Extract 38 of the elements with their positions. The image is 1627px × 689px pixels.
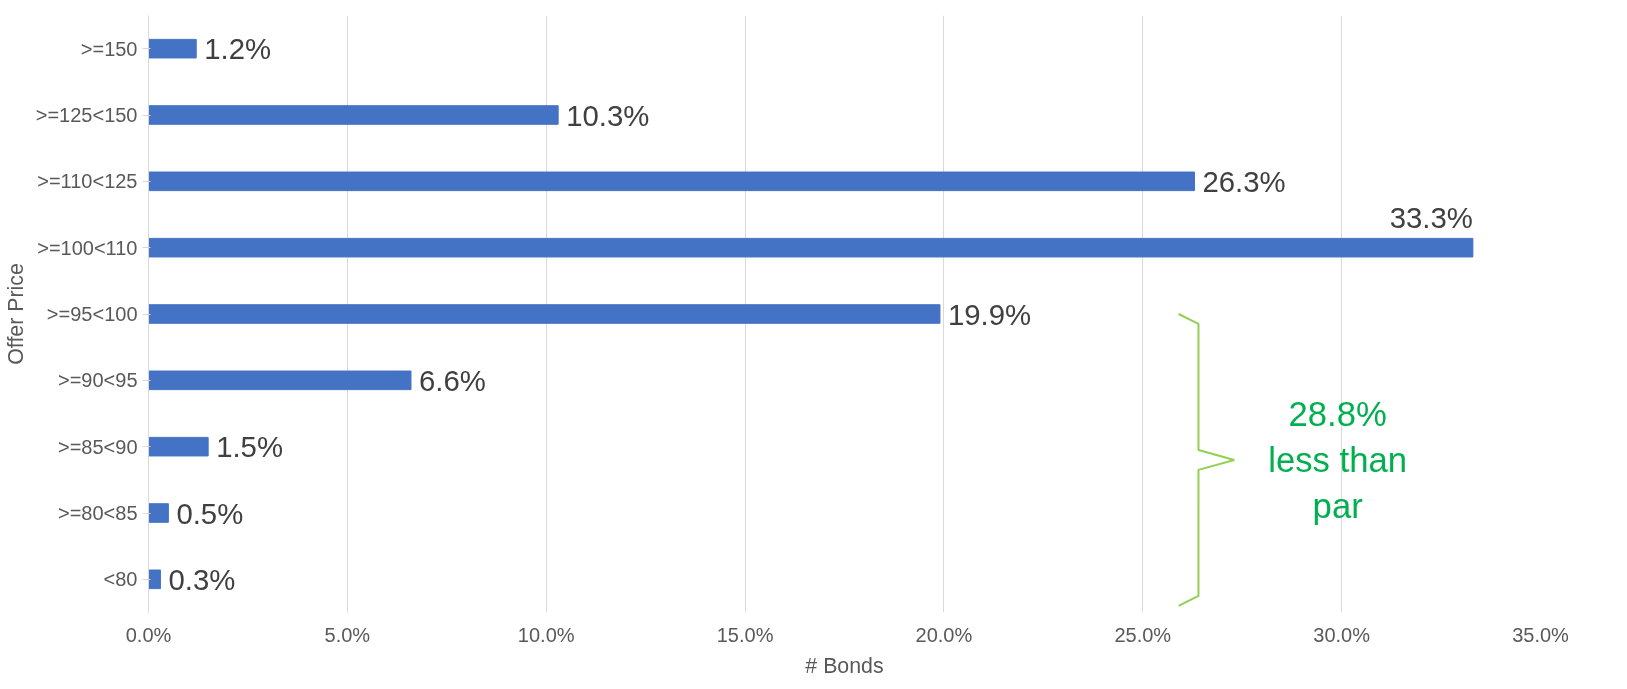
bar bbox=[148, 105, 559, 125]
x-tick-label: 10.0% bbox=[517, 623, 575, 646]
data-label: 33.3% bbox=[1389, 200, 1473, 234]
x-axis-title: # Bonds bbox=[805, 653, 884, 678]
bar bbox=[148, 370, 412, 391]
y-axis-title: Offer Price bbox=[3, 263, 28, 365]
x-tick-label: 35.0% bbox=[1512, 623, 1570, 646]
bar bbox=[148, 237, 1474, 258]
data-label: 0.5% bbox=[176, 496, 244, 530]
y-tick-label: >=85<90 bbox=[57, 435, 138, 458]
data-label: 10.3% bbox=[566, 98, 650, 132]
data-label: 6.6% bbox=[418, 363, 486, 397]
data-label: 1.2% bbox=[204, 32, 272, 66]
bar bbox=[148, 38, 197, 59]
bar bbox=[148, 503, 169, 523]
y-tick-label: >=80<85 bbox=[57, 502, 138, 524]
x-tick-label: 25.0% bbox=[1114, 623, 1172, 646]
y-tick-label: <80 bbox=[103, 568, 138, 591]
x-tick-label: 0.0% bbox=[125, 623, 172, 646]
x-tick-label: 20.0% bbox=[915, 623, 973, 646]
y-tick-label: >=95<100 bbox=[46, 303, 138, 325]
bar bbox=[148, 171, 1195, 192]
x-tick-label: 30.0% bbox=[1313, 623, 1371, 646]
data-label: 1.5% bbox=[216, 430, 284, 464]
x-tick-label: 5.0% bbox=[324, 623, 371, 646]
data-label: 0.3% bbox=[168, 562, 236, 596]
x-tick-label: 15.0% bbox=[716, 623, 774, 646]
y-tick-label: >=125<150 bbox=[35, 104, 138, 126]
bar bbox=[148, 304, 941, 324]
data-label: 26.3% bbox=[1202, 164, 1286, 198]
y-tick-label: >=150 bbox=[80, 37, 138, 60]
bar bbox=[148, 569, 161, 590]
data-label: 19.9% bbox=[947, 297, 1032, 331]
bar bbox=[148, 436, 209, 457]
annotation: 28.8% less than par bbox=[1268, 395, 1408, 525]
y-tick-label: >=100<110 bbox=[37, 236, 138, 259]
y-tick-label: >=90<95 bbox=[57, 369, 138, 392]
y-tick-label: >=110<125 bbox=[37, 170, 138, 193]
